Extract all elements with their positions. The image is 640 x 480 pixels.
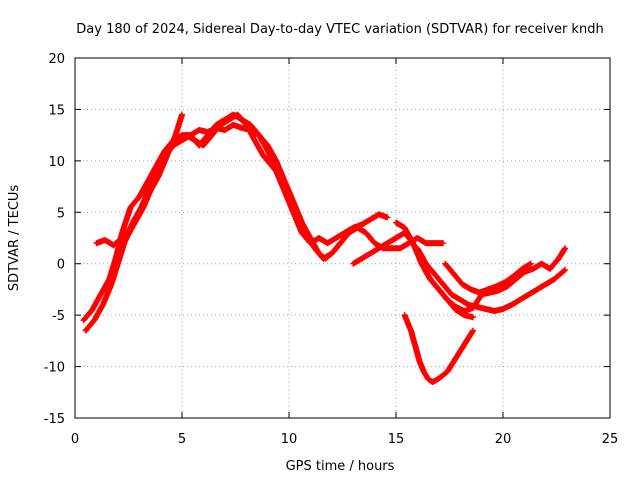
y-tick-label: 10 (48, 155, 65, 170)
y-tick-label: 5 (57, 206, 65, 221)
data-point-markers (93, 111, 391, 249)
y-tick-label: 15 (48, 103, 65, 118)
plot-frame (74, 57, 611, 419)
series-arc-7 (414, 245, 569, 314)
y-axis: -15 -10 -5 0 5 10 15 20 (44, 52, 610, 427)
data-points (80, 111, 569, 385)
data-point-markers (114, 111, 447, 262)
x-tick-label: 15 (388, 432, 405, 447)
x-tick-label: 20 (495, 432, 512, 447)
data-point-markers (442, 260, 534, 296)
y-tick-label: 0 (57, 258, 65, 273)
data-point-markers (401, 312, 476, 385)
x-axis: 0 5 10 15 20 25 (71, 58, 618, 447)
x-tick-label: 5 (178, 432, 186, 447)
series-arc-6 (393, 219, 569, 314)
x-tick-label: 25 (602, 432, 619, 447)
y-tick-label: -5 (52, 309, 65, 324)
series-arc-4 (114, 111, 447, 262)
series-arc-3 (93, 111, 391, 249)
y-tick-label: -10 (44, 361, 65, 376)
y-axis-label: SDTVAR / TECUs (7, 185, 22, 292)
x-axis-label: GPS time / hours (286, 459, 395, 474)
series-arc-9 (401, 312, 476, 385)
data-point-markers (393, 219, 569, 314)
series-arc-8 (442, 260, 534, 296)
x-tick-label: 0 (71, 432, 79, 447)
y-tick-label: 20 (48, 52, 65, 67)
x-tick-label: 10 (281, 432, 298, 447)
data-point-markers (414, 245, 569, 314)
y-tick-label: -15 (44, 412, 65, 427)
chart-title: Day 180 of 2024, Sidereal Day-to-day VTE… (76, 22, 603, 37)
